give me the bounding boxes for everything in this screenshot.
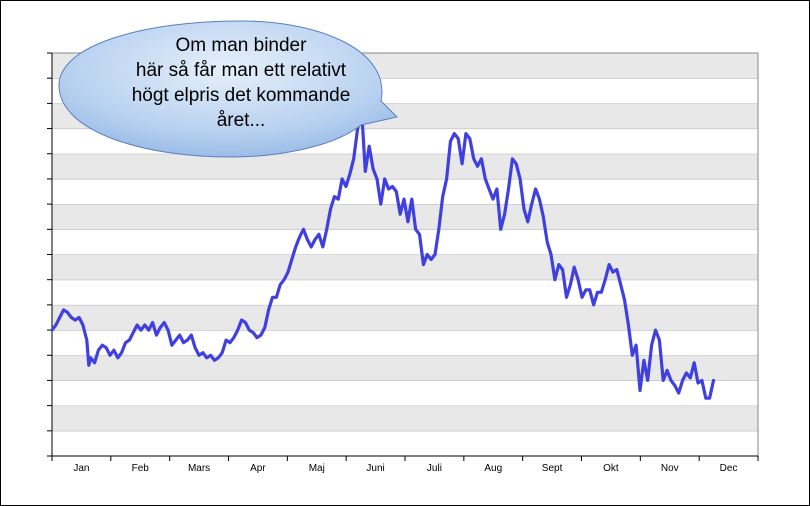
annotation-line: högt elpris det kommande — [131, 85, 351, 106]
x-tick-label: Aug — [484, 463, 502, 474]
x-tick-label: Juli — [427, 463, 442, 474]
x-tick-label: Nov — [661, 463, 679, 474]
x-tick-label: Mars — [188, 463, 210, 474]
series-line — [50, 106, 716, 400]
x-tick-label: Dec — [720, 463, 738, 474]
annotation-line: året... — [216, 110, 266, 131]
grid-band — [52, 304, 758, 331]
grid-band — [52, 355, 758, 381]
x-tick-label: Okt — [603, 463, 619, 474]
x-tick-label: Feb — [132, 463, 150, 474]
grid-band — [52, 153, 758, 179]
callout-bubble-shape — [58, 20, 398, 158]
grid-band — [52, 380, 758, 406]
series-layer — [50, 106, 716, 400]
grid-band — [52, 430, 758, 456]
x-axis-ticks: Jan Feb Mars Apr Maj Juni Juli Aug Sept Okt Nov Dec — [51, 456, 759, 474]
plot-bands — [51, 52, 759, 457]
grid-band — [52, 254, 758, 280]
x-tick-label: Jan — [73, 463, 89, 474]
x-tick-label: Maj — [309, 463, 325, 474]
annotation-text: Om man binder här så får man ett relativ… — [91, 33, 391, 133]
annotation-line: Om man binder — [175, 35, 307, 56]
grid-band — [52, 279, 758, 305]
grid-band — [52, 229, 758, 255]
grid-band — [52, 405, 758, 431]
annotation-callout — [58, 20, 398, 158]
x-tick-label: Apr — [250, 463, 266, 474]
annotation-line: här så får man ett relativt — [135, 60, 347, 81]
x-tick-label: Juni — [366, 463, 384, 474]
x-tick-label: Sept — [542, 463, 563, 474]
